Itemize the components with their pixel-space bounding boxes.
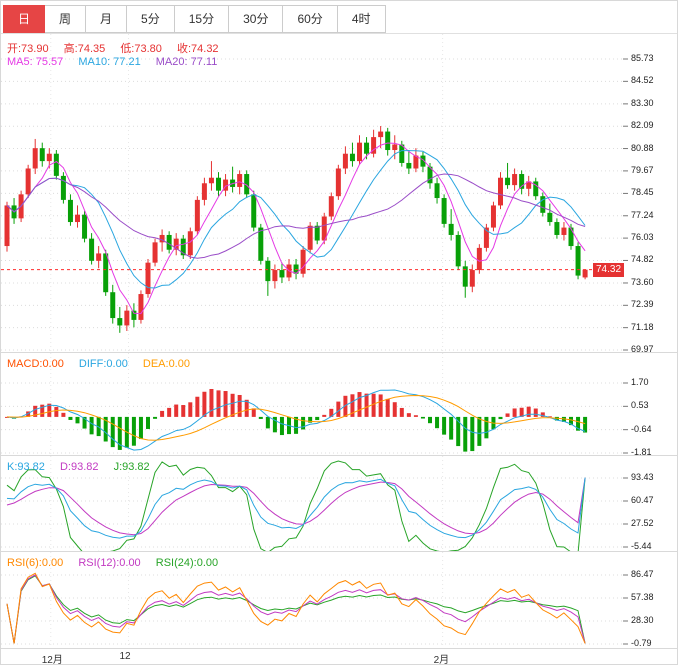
y-axis-label: 60.47 — [631, 495, 654, 505]
j-value-label: J:93.82 — [113, 461, 150, 473]
y-axis-label: 86.47 — [631, 569, 654, 579]
x-axis-label: 12月 — [41, 655, 63, 665]
x-axis-label: 2月 — [433, 655, 450, 665]
macd-y-axis: 1.70 0.53 -0.64 -1.81 — [623, 353, 677, 457]
candlestick-chart-canvas[interactable] — [1, 34, 629, 352]
ohlc-header: 开:73.90 高:74.35 低:73.80 收:74.32 — [7, 40, 231, 56]
kdj-y-axis: 93.43 60.47 27.52 -5.44 — [623, 456, 677, 551]
y-axis-label: 79.67 — [631, 164, 654, 175]
y-axis-label: -0.64 — [631, 423, 652, 434]
timeframe-tab-5[interactable]: 30分 — [229, 5, 284, 33]
timeframe-tab-0[interactable]: 日 — [3, 5, 46, 33]
ma5-label: MA5: 75.57 — [7, 56, 64, 68]
timeframe-tab-1[interactable]: 周 — [45, 5, 87, 33]
timeframe-tab-6[interactable]: 60分 — [283, 5, 338, 33]
y-axis-label: 27.52 — [631, 517, 654, 528]
y-axis-label: -1.81 — [631, 447, 652, 457]
y-axis-label: 77.24 — [631, 209, 654, 220]
timeframe-tab-3[interactable]: 5分 — [127, 5, 175, 33]
timeframe-tab-2[interactable]: 月 — [86, 5, 128, 33]
y-axis-label: 57.38 — [631, 592, 654, 602]
price-y-axis: 85.73 84.52 83.30 82.09 80.88 79.67 78.45 77.24… — [623, 34, 677, 354]
candlestick-panel[interactable]: 85.73 84.52 83.30 82.09 80.88 79.67 78.45 77.24… — [1, 34, 677, 354]
timeframe-tab-4[interactable]: 15分 — [174, 5, 230, 33]
ohlc-high-label: 高:74.35 — [63, 43, 106, 55]
y-axis-label: 85.73 — [631, 53, 654, 63]
rsi12-value-label: RSI(12):0.00 — [78, 557, 141, 569]
y-axis-label: 69.97 — [631, 344, 654, 354]
y-axis-label: 1.70 — [631, 377, 649, 387]
y-axis-label: -0.79 — [631, 638, 652, 648]
last-price-tag: 74.32 — [593, 262, 625, 277]
ohlc-open-label: 开:73.90 — [7, 43, 49, 55]
ma20-label: MA20: 77.11 — [155, 56, 218, 68]
ohlc-low-label: 低:73.80 — [120, 43, 162, 55]
rsi-header: RSI(6):0.00 RSI(12):0.00 RSI(24):0.00 — [7, 557, 230, 569]
ohlc-close-label: 收:74.32 — [176, 43, 219, 55]
kdj-panel[interactable]: 93.43 60.47 27.52 -5.44 K:93.82 D:93.82 J:9… — [1, 455, 677, 552]
x-axis: 12月 12 2月 — [1, 648, 677, 664]
y-axis-label: 0.53 — [631, 400, 649, 411]
y-axis-label: -5.44 — [631, 541, 652, 551]
y-axis-label: 78.45 — [631, 187, 654, 198]
kdj-chart-canvas[interactable] — [1, 456, 629, 552]
y-axis-label: 76.03 — [631, 232, 654, 243]
macd-chart-canvas[interactable] — [1, 353, 629, 456]
d-value-label: D:93.82 — [59, 461, 99, 473]
y-axis-label: 72.39 — [631, 299, 654, 310]
macd-header: MACD:0.00 DIFF:0.00 DEA:0.00 — [7, 358, 202, 370]
y-axis-label: 28.30 — [631, 614, 654, 625]
timeframe-tab-7[interactable]: 4时 — [337, 5, 386, 33]
timeframe-tabbar: 日周月 5分 15分 30分 60分 4时 — [1, 1, 677, 34]
rsi-chart-canvas[interactable] — [1, 552, 629, 649]
y-axis-label: 82.09 — [631, 120, 654, 131]
rsi-y-axis: 86.47 57.38 28.30 -0.79 — [623, 552, 677, 648]
k-value-label: K:93.82 — [7, 461, 45, 473]
x-axis-label: 12 — [119, 651, 131, 662]
y-axis-label: 84.52 — [631, 75, 654, 86]
ma10-label: MA10: 77.21 — [78, 56, 141, 68]
y-axis-label: 80.88 — [631, 142, 654, 153]
macd-value-label: MACD:0.00 — [7, 358, 64, 370]
dea-value-label: DEA:0.00 — [142, 358, 190, 370]
rsi-panel[interactable]: 86.47 57.38 28.30 -0.79 RSI(6):0.00 RSI(12)… — [1, 551, 677, 649]
kdj-header: K:93.82 D:93.82 J:93.82 — [7, 461, 162, 473]
diff-value-label: DIFF:0.00 — [78, 358, 128, 370]
macd-panel[interactable]: 1.70 0.53 -0.64 -1.81 MACD:0.00 DIFF:0.00 D… — [1, 352, 677, 457]
y-axis-label: 83.30 — [631, 97, 654, 108]
y-axis-label: 71.18 — [631, 321, 654, 332]
y-axis-label: 74.82 — [631, 254, 654, 265]
rsi24-value-label: RSI(24):0.00 — [155, 557, 219, 569]
y-axis-label: 73.60 — [631, 276, 654, 287]
y-axis-label: 93.43 — [631, 472, 654, 482]
ma-header: MA5: 75.57 MA10: 77.21 MA20: 77.11 — [7, 56, 229, 68]
rsi6-value-label: RSI(6):0.00 — [7, 557, 64, 569]
